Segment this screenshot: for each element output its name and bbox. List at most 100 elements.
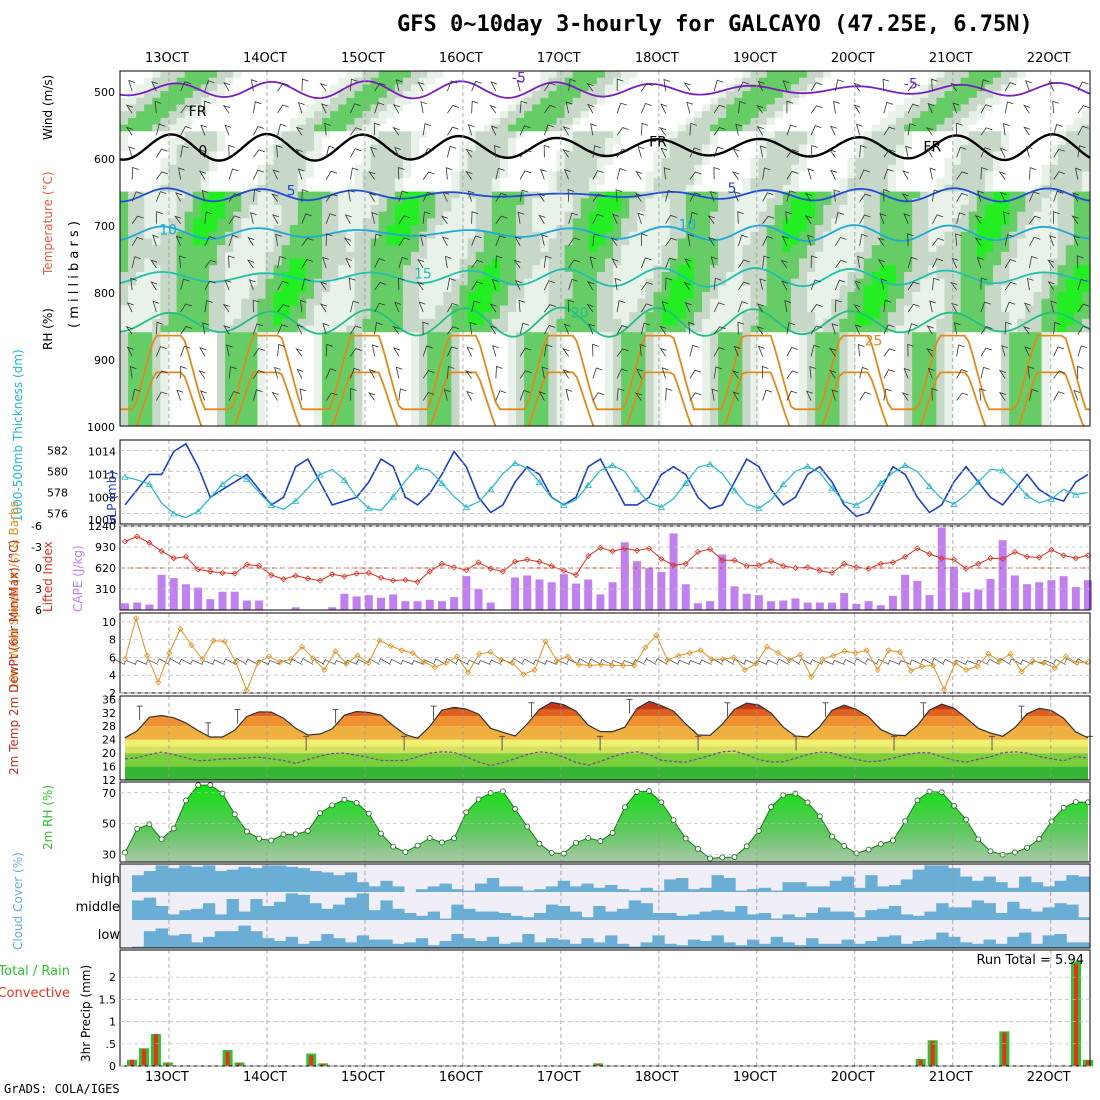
rh-cell	[718, 178, 727, 186]
rh-cell	[605, 258, 614, 266]
rh-cell	[314, 218, 323, 226]
rh-cell	[176, 191, 186, 199]
rh-cell	[621, 191, 630, 199]
rh-cell	[322, 419, 331, 426]
rh-cell	[629, 405, 638, 414]
rh-cell	[394, 338, 404, 347]
rh-cell	[176, 91, 186, 99]
rh-cell	[160, 251, 170, 260]
rh-cell	[475, 124, 485, 132]
rh-cell	[305, 178, 315, 186]
rh-cell	[677, 71, 687, 79]
rh-cell	[305, 258, 315, 266]
rh-cell	[257, 151, 267, 159]
rh-cell	[451, 245, 461, 253]
rh-cell	[863, 117, 873, 126]
rh-cell	[402, 305, 412, 313]
rh-cell	[402, 318, 412, 327]
rh-cell	[370, 419, 380, 426]
rh-cell	[871, 97, 881, 106]
rh-cell	[241, 117, 250, 126]
rh-cell	[273, 91, 283, 99]
rh-cell	[790, 144, 800, 152]
rh-cell	[693, 238, 703, 246]
rh-cell	[305, 151, 315, 159]
rh-cell	[184, 359, 194, 367]
rh-cell	[184, 104, 194, 112]
rh-cell	[314, 392, 323, 400]
rh-cell	[386, 164, 396, 173]
rh-cell	[847, 191, 857, 199]
rh-cell	[685, 318, 695, 327]
rh-cell	[176, 392, 186, 400]
rh-cell	[637, 117, 647, 126]
rh-cell	[120, 245, 129, 253]
rh-cell	[831, 278, 841, 286]
rh-cell	[613, 238, 622, 246]
rh-cell	[217, 117, 226, 126]
rh-cell	[750, 211, 760, 219]
rh-cell	[152, 379, 162, 387]
rh-cell	[621, 171, 630, 179]
rh-cell	[661, 151, 671, 159]
rh-cell	[653, 385, 663, 394]
rh-cell	[144, 231, 153, 240]
rh-cell	[451, 372, 461, 380]
rh-cell	[693, 419, 703, 426]
rh-cell	[217, 91, 226, 99]
rh-cell	[330, 164, 339, 173]
rh-cell	[807, 124, 816, 132]
rh-cell	[136, 144, 145, 152]
rh-cell	[799, 178, 808, 186]
rh-cell	[459, 218, 469, 226]
rh-cell	[718, 332, 727, 340]
rh-cell	[677, 191, 687, 199]
rh-cell	[467, 111, 477, 119]
rh-cell	[273, 117, 283, 126]
rh-cell	[184, 84, 194, 92]
rh-cell	[346, 164, 356, 173]
rh-cell	[548, 198, 558, 206]
rh-cell	[289, 151, 299, 159]
rh-cell	[613, 184, 622, 193]
rh-cell	[516, 111, 525, 119]
rh-cell	[338, 104, 347, 112]
rh-cell	[572, 332, 582, 340]
rh-cell	[419, 225, 428, 233]
rh-cell	[693, 258, 703, 266]
rh-cell	[297, 345, 307, 353]
rh-cell	[225, 379, 234, 387]
rh-cell	[726, 392, 735, 400]
rh-cell	[176, 178, 186, 186]
rh-cell	[807, 312, 816, 320]
rh-cell	[265, 345, 275, 353]
rh-cell	[459, 365, 469, 374]
rh-cell	[160, 84, 170, 92]
rh-cell	[386, 225, 396, 233]
rh-cell	[726, 298, 735, 307]
rh-cell	[289, 385, 299, 394]
rh-cell	[257, 258, 267, 266]
rh-cell	[580, 131, 590, 139]
rh-cell	[540, 71, 550, 79]
rh-cell	[588, 204, 598, 213]
rh-cell	[693, 198, 703, 206]
rh-cell	[508, 352, 517, 360]
rh-cell	[208, 137, 218, 146]
rh-cell	[726, 164, 735, 173]
rh-cell	[831, 117, 841, 126]
rh-cell	[807, 305, 816, 313]
rh-cell	[742, 379, 752, 387]
rh-cell	[548, 318, 558, 327]
rh-cell	[742, 211, 752, 219]
rh-cell	[120, 285, 129, 293]
rh-cell	[799, 365, 808, 374]
rh-cell	[621, 204, 630, 213]
rh-cell	[766, 77, 776, 85]
rh-cell	[750, 158, 760, 166]
rh-cell	[782, 178, 792, 186]
rh-cell	[136, 419, 145, 426]
rh-cell	[467, 71, 477, 79]
rh-cell	[265, 278, 275, 286]
rh-cell	[782, 245, 792, 253]
